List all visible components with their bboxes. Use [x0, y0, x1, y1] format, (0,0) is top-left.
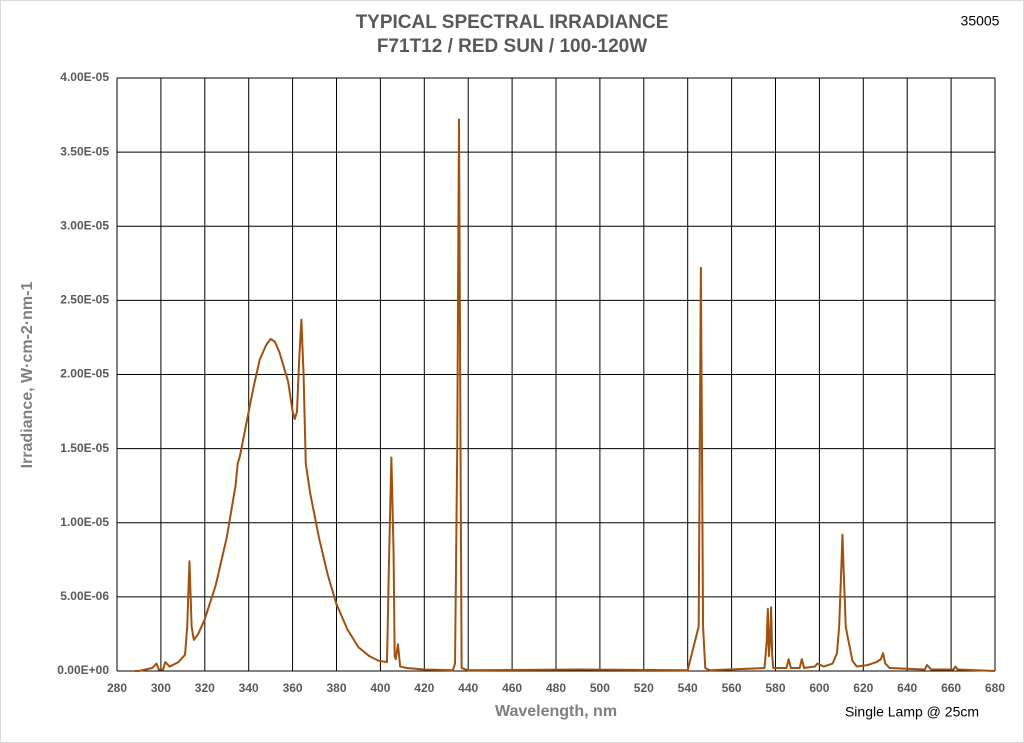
- x-tick-label: 500: [590, 681, 610, 695]
- x-tick-label: 580: [765, 681, 785, 695]
- x-tick-label: 440: [458, 681, 478, 695]
- x-tick-label: 600: [809, 681, 829, 695]
- y-tick-label: 5.00E-06: [60, 589, 109, 603]
- x-tick-label: 280: [107, 681, 127, 695]
- x-tick-label: 340: [239, 681, 259, 695]
- x-tick-label: 680: [985, 681, 1005, 695]
- x-tick-label: 300: [151, 681, 171, 695]
- chart-subtitle: F71T12 / RED SUN / 100-120W: [377, 36, 647, 57]
- x-tick-label: 380: [326, 681, 346, 695]
- y-axis-label: Irradiance, W·cm-2·nm-1: [19, 282, 36, 469]
- x-tick-label: 520: [634, 681, 654, 695]
- y-tick-label: 3.00E-05: [60, 218, 109, 232]
- y-tick-label: 2.50E-05: [60, 293, 109, 307]
- x-axis-label: Wavelength, nm: [495, 703, 617, 720]
- x-tick-label: 620: [853, 681, 873, 695]
- x-tick-label: 360: [283, 681, 303, 695]
- x-tick-label: 540: [678, 681, 698, 695]
- x-tick-label: 640: [897, 681, 917, 695]
- x-tick-label: 480: [546, 681, 566, 695]
- x-tick-label: 420: [414, 681, 434, 695]
- chart-id: 35005: [961, 13, 1000, 29]
- y-tick-label: 3.50E-05: [60, 144, 109, 158]
- y-tick-label: 1.00E-05: [60, 515, 109, 529]
- y-tick-label: 1.50E-05: [60, 441, 109, 455]
- x-tick-label: 560: [722, 681, 742, 695]
- x-tick-label: 400: [370, 681, 390, 695]
- x-tick-label: 320: [195, 681, 215, 695]
- x-tick-label: 660: [941, 681, 961, 695]
- y-tick-label: 0.00E+00: [57, 663, 109, 677]
- annotation: Single Lamp @ 25cm: [845, 704, 979, 720]
- x-tick-label: 460: [502, 681, 522, 695]
- y-tick-label: 2.00E-05: [60, 367, 109, 381]
- chart-title: TYPICAL SPECTRAL IRRADIANCE: [356, 12, 669, 33]
- spectrum-line: [134, 118, 996, 672]
- y-tick-label: 4.00E-05: [60, 70, 109, 84]
